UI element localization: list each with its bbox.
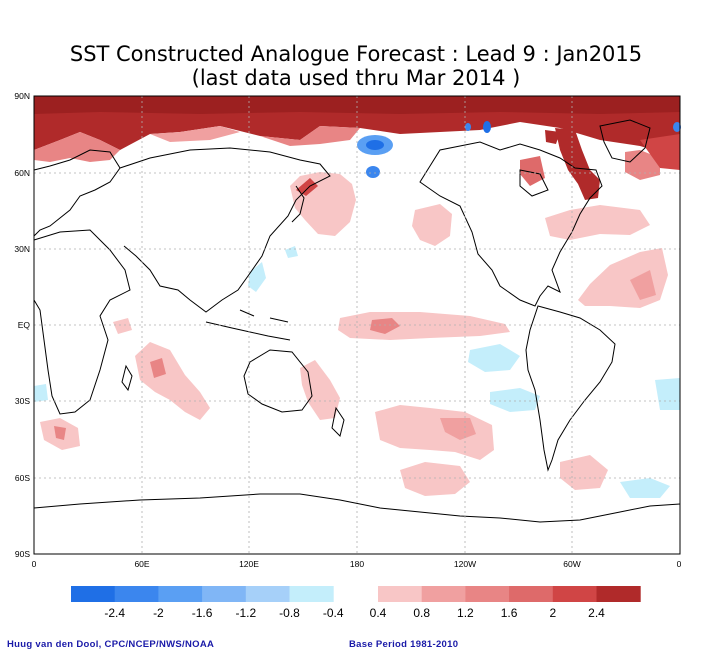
colorbar-swatch <box>465 586 510 602</box>
colorbar-swatch <box>552 586 597 602</box>
colorbar-swatch <box>421 586 466 602</box>
colorbar-label: -1.2 <box>235 606 256 620</box>
colorbar-label: 1.2 <box>457 606 474 620</box>
colorbar-label: -0.4 <box>323 606 344 620</box>
colorbar-label: 0.8 <box>413 606 430 620</box>
n-pacific-warm <box>412 204 452 246</box>
lon-label: 60E <box>134 559 149 569</box>
new-zealand-coast <box>331 406 345 437</box>
europe-coast <box>33 149 121 237</box>
lat-label: 60N <box>14 168 30 178</box>
grid-lines <box>34 96 680 554</box>
n-atlantic-warm <box>545 205 650 240</box>
lon-label: 60W <box>563 559 580 569</box>
tasman-warm <box>300 360 340 420</box>
map-title-line2: (last data used thru Mar 2014 ) <box>191 66 521 90</box>
colorbar-swatch <box>596 586 641 602</box>
north-america-coast <box>419 141 603 307</box>
maritime-continent <box>205 309 291 341</box>
colorbar-swatch <box>509 586 554 602</box>
lon-label: 0 <box>32 559 37 569</box>
map-frame <box>33 95 681 555</box>
longitude-labels: 0 60E 120E 180 120W 60W 0 <box>32 559 682 569</box>
colorbar-label: 1.6 <box>501 606 518 620</box>
antarctica-coast <box>33 493 681 523</box>
colorbar-label: -1.6 <box>192 606 213 620</box>
lat-label: 30S <box>15 396 30 406</box>
colorbar-swatch <box>378 586 423 602</box>
se-pacific-cool <box>468 344 520 372</box>
asia-coast <box>119 147 331 313</box>
equatorial-pacific-warm <box>338 312 510 340</box>
south-america-coast <box>525 305 616 472</box>
australia-coast <box>243 349 313 413</box>
colorbar-swatch <box>202 586 247 602</box>
latitude-labels: 90N 60N 30N EQ 30S 60S 90S <box>14 91 30 559</box>
lon-label: 120E <box>239 559 259 569</box>
colorbar-swatch <box>289 586 334 602</box>
lat-label: 30N <box>14 244 30 254</box>
colorbar-label: -0.8 <box>279 606 300 620</box>
colorbar-label: -2.4 <box>104 606 125 620</box>
lat-label: 60S <box>15 473 30 483</box>
colorbar-swatch <box>245 586 290 602</box>
colorbar-swatch <box>114 586 159 602</box>
lon-label: 180 <box>350 559 364 569</box>
colorbar-label: 2.4 <box>588 606 605 620</box>
credit-text: Huug van den Dool, CPC/NCEP/NWS/NOAA <box>7 639 215 650</box>
colorbar-positive <box>378 586 641 602</box>
lat-label: EQ <box>18 320 31 330</box>
map-title-line1: SST Constructed Analogue Forecast : Lead… <box>69 42 643 66</box>
lat-label: 90N <box>14 91 30 101</box>
africa-coast <box>33 229 131 415</box>
lon-label: 0 <box>677 559 682 569</box>
colorbar-positive-labels: 0.4 0.8 1.2 1.6 2 2.4 <box>370 606 606 620</box>
colorbar-label: 2 <box>549 606 556 620</box>
map-panel <box>33 95 681 555</box>
greenland-coast <box>599 119 651 163</box>
colorbar-swatch <box>158 586 203 602</box>
colorbar-negative-labels: -2.4 -2 -1.6 -1.2 -0.8 -0.4 <box>104 606 344 620</box>
coastlines <box>33 119 681 523</box>
colorbar-label: 0.4 <box>370 606 387 620</box>
base-period-text: Base Period 1981-2010 <box>349 639 459 650</box>
lat-label: 90S <box>15 549 30 559</box>
colorbar: -2.4 -2 -1.6 -1.2 -0.8 -0.4 0.4 0.8 1.2 1.6 2 2.4 <box>71 586 641 620</box>
lon-label: 120W <box>454 559 476 569</box>
colorbar-negative <box>71 586 334 602</box>
colorbar-label: -2 <box>153 606 164 620</box>
colorbar-swatch <box>71 586 116 602</box>
